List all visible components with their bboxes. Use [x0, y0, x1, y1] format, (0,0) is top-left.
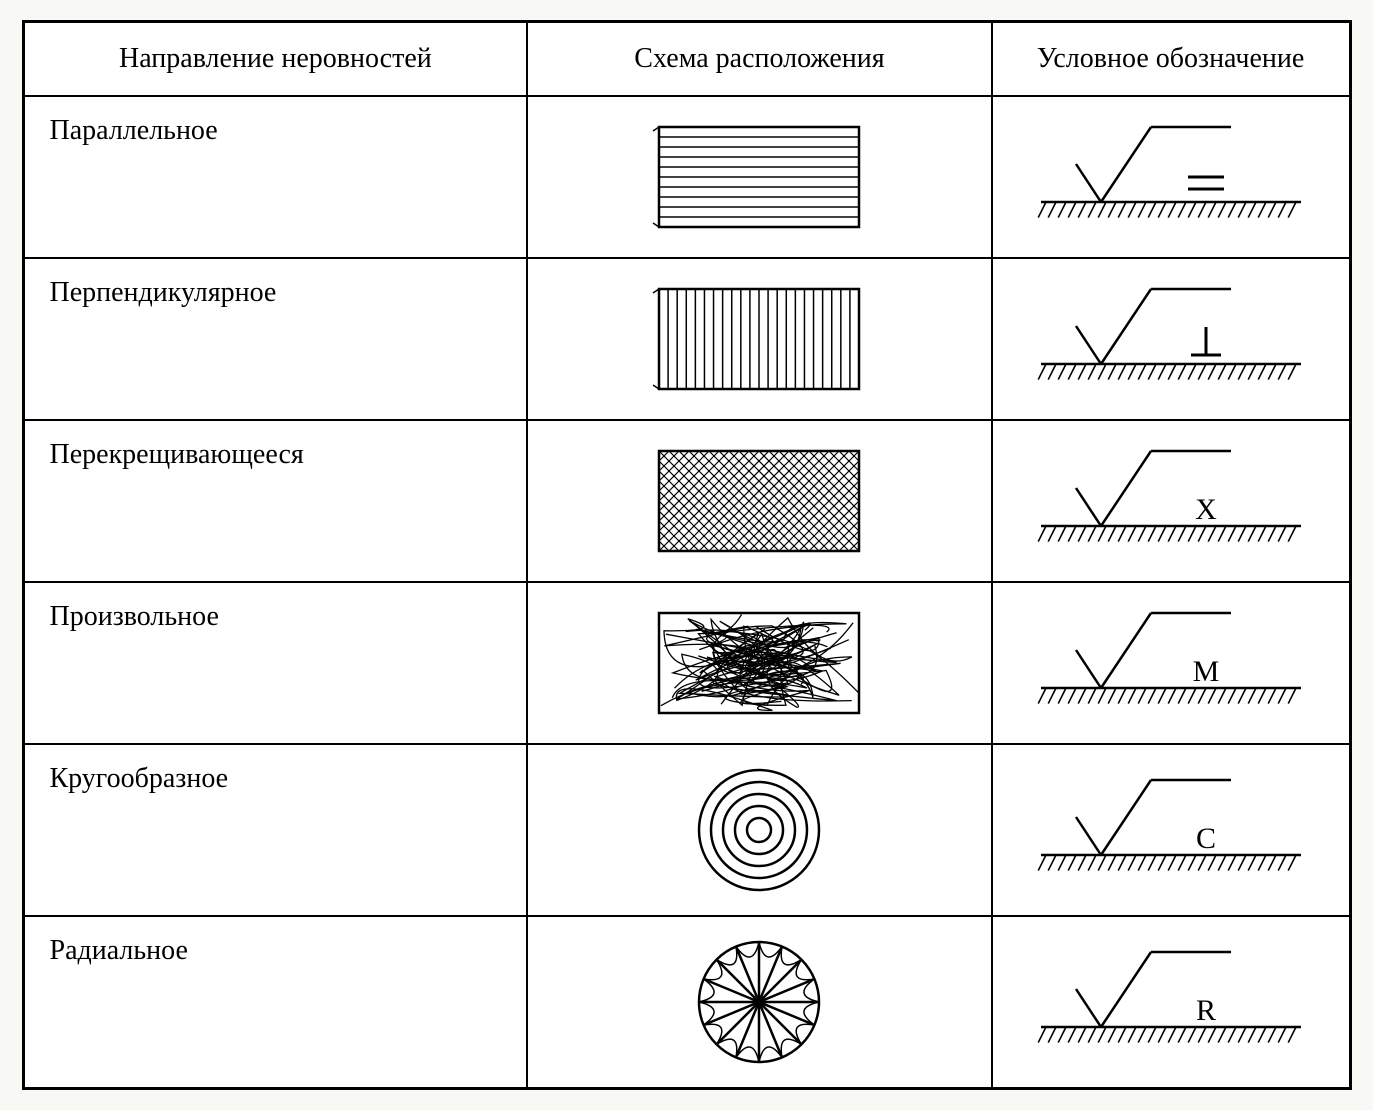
symbol-cell [992, 96, 1350, 258]
table: Направление неровностей Схема расположен… [22, 20, 1352, 1090]
svg-text:R: R [1196, 994, 1216, 1027]
scheme-cell-radial [527, 916, 991, 1089]
table-row: Кругообразное C [23, 744, 1350, 916]
symbol-cell: C [992, 744, 1350, 916]
roughness-direction-table: Направление неровностей Схема расположен… [22, 20, 1352, 1090]
table-row: Перпендикулярное [23, 258, 1350, 420]
direction-cell: Радиальное [23, 916, 527, 1089]
symbol-cell: M [992, 582, 1350, 744]
table-row: Радиальное R [23, 916, 1350, 1089]
symbol-cell: X [992, 420, 1350, 582]
direction-cell: Кругообразное [23, 744, 527, 916]
svg-text:C: C [1196, 822, 1216, 855]
scheme-cell-random [527, 582, 991, 744]
header-direction: Направление неровностей [23, 22, 527, 97]
scheme-cell-parallel [527, 96, 991, 258]
scheme-cell-perpendicular [527, 258, 991, 420]
symbol-cell: R [992, 916, 1350, 1089]
direction-cell: Перекрещивающееся [23, 420, 527, 582]
svg-text:X: X [1195, 493, 1217, 526]
scheme-cell-circular [527, 744, 991, 916]
header-scheme: Схема расположения [527, 22, 991, 97]
table-body: ПараллельноеПерпендикулярноеПерекрещиваю… [23, 96, 1350, 1089]
table-row: Произвольное M [23, 582, 1350, 744]
header-symbol: Условное обозначение [992, 22, 1350, 97]
direction-cell: Перпендикулярное [23, 258, 527, 420]
direction-cell: Произвольное [23, 582, 527, 744]
table-row: Перекрещивающееся X [23, 420, 1350, 582]
svg-text:M: M [1192, 655, 1219, 688]
symbol-cell [992, 258, 1350, 420]
table-row: Параллельное [23, 96, 1350, 258]
direction-cell: Параллельное [23, 96, 527, 258]
scheme-cell-cross [527, 420, 991, 582]
